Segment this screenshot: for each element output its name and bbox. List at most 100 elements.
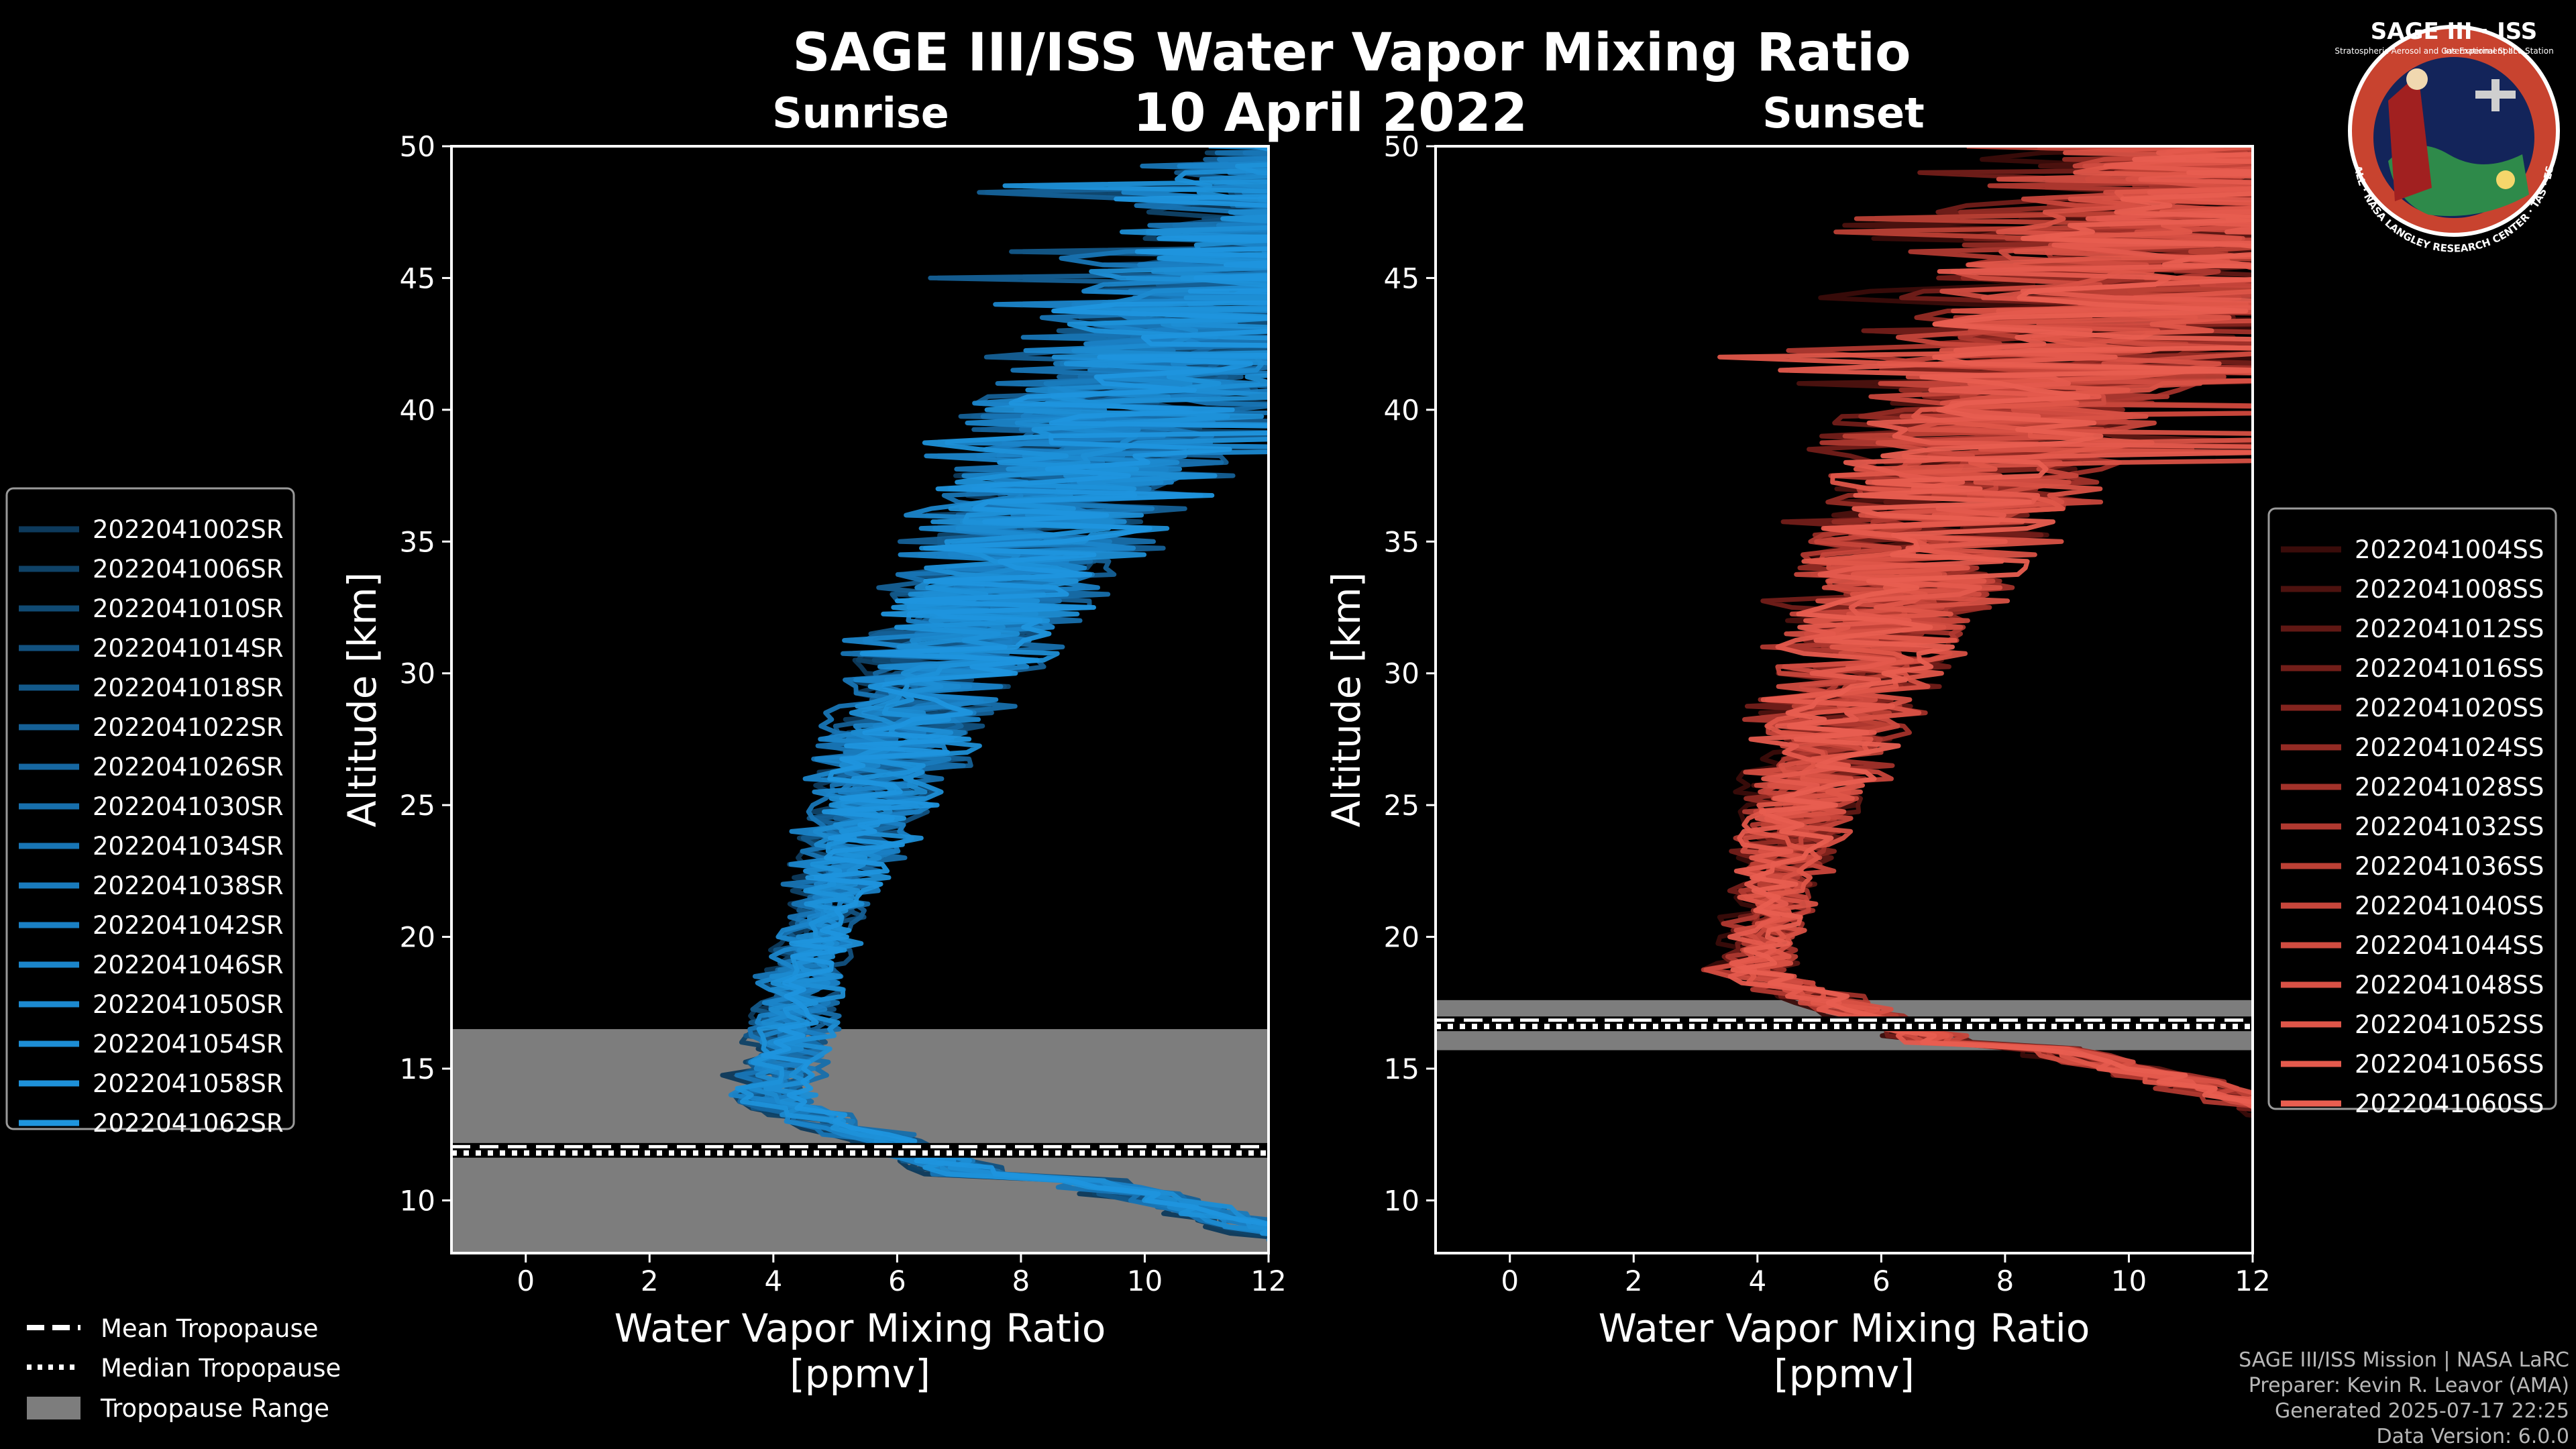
y-tick-label: 30 xyxy=(400,657,435,690)
y-tick-label: 25 xyxy=(400,789,435,822)
x-tick-label: 4 xyxy=(764,1265,782,1297)
footer-credits: SAGE III/ISS Mission | NASA LaRC Prepare… xyxy=(2239,1348,2569,1448)
legend-label-2022041002SR: 2022041002SR xyxy=(93,515,284,544)
footer-preparer: Preparer: Kevin R. Leavor (AMA) xyxy=(2249,1374,2569,1397)
sunset-panel: 0 2 4 6 8 10 12 10 15 20 25 30 35 40 45 50 Altitude [km… xyxy=(1324,130,2271,1397)
legend-label-2022041052SS: 2022041052SS xyxy=(2355,1010,2544,1039)
legend-label-2022041042SR: 2022041042SR xyxy=(93,911,284,940)
footer-generated: Generated 2025-07-17 22:25 xyxy=(2275,1399,2569,1423)
series-line-2022041060SS xyxy=(1730,152,2253,1105)
y-tick-label: 35 xyxy=(1384,525,1419,558)
legend-label-2022041024SS: 2022041024SS xyxy=(2355,733,2544,762)
logo-subtitle-left: Stratospheric Aerosol and Gas Experiment… xyxy=(2334,46,2515,56)
x-tick-label: 0 xyxy=(517,1265,535,1297)
footer-data-version: Data Version: 6.0.0 xyxy=(2377,1425,2569,1448)
x-tick-label: 2 xyxy=(641,1265,659,1297)
y-tick-label: 20 xyxy=(400,921,435,954)
sunset-axes-frame xyxy=(1434,145,2254,1254)
y-tick-label: 40 xyxy=(1384,394,1419,427)
series-line-2022041046SR xyxy=(728,160,1269,1242)
legend-label-2022041012SS: 2022041012SS xyxy=(2355,614,2544,643)
legend-label-2022041048SS: 2022041048SS xyxy=(2355,971,2544,1000)
sunset-xlabel-unit: [ppmv] xyxy=(1774,1351,1915,1397)
x-tick-label: 0 xyxy=(1501,1265,1519,1297)
legend-label-2022041044SS: 2022041044SS xyxy=(2355,931,2544,960)
x-tick-label: 6 xyxy=(888,1265,906,1297)
legend-label-2022041016SS: 2022041016SS xyxy=(2355,654,2544,683)
sunset-ticks: 0 2 4 6 8 10 12 10 15 20 25 30 35 40 45 50 xyxy=(1384,130,2271,1297)
x-tick-label: 12 xyxy=(1250,1265,1286,1297)
legend-label-2022041028SS: 2022041028SS xyxy=(2355,773,2544,802)
footer-mission: SAGE III/ISS Mission | NASA LaRC xyxy=(2239,1348,2569,1372)
x-tick-label: 2 xyxy=(1625,1265,1643,1297)
sunrise-tropopause-lines xyxy=(451,1142,1269,1158)
legend-label-2022041056SS: 2022041056SS xyxy=(2355,1050,2544,1079)
sunrise-series-group xyxy=(720,146,1269,1242)
sunset-xlabel: Water Vapor Mixing Ratio xyxy=(1599,1305,2090,1351)
legend-label-2022041020SS: 2022041020SS xyxy=(2355,694,2544,722)
y-tick-label: 50 xyxy=(400,130,435,163)
main-title: SAGE III/ISS Water Vapor Mixing Ratio xyxy=(792,23,1911,83)
y-tick-label: 10 xyxy=(400,1184,435,1217)
sunrise-xlabel: Water Vapor Mixing Ratio xyxy=(614,1305,1106,1351)
y-tick-label: 40 xyxy=(400,394,435,427)
sunrise-ylabel: Altitude [km] xyxy=(339,572,385,827)
legend-label-2022041008SS: 2022041008SS xyxy=(2355,575,2544,604)
median-tropopause-label: Median Tropopause xyxy=(101,1354,341,1383)
legend-label-2022041004SS: 2022041004SS xyxy=(2355,535,2544,564)
sun-icon xyxy=(2496,170,2515,189)
sunrise-panel: 0 2 4 6 8 10 12 10 15 20 25 30 35 40 45 50 Altitude [km… xyxy=(339,130,1287,1397)
x-tick-label: 6 xyxy=(1872,1265,1890,1297)
y-tick-label: 15 xyxy=(1384,1053,1419,1085)
x-tick-label: 12 xyxy=(2235,1265,2270,1297)
legend-label-2022041030SR: 2022041030SR xyxy=(93,792,284,821)
sunset-series-group xyxy=(1701,146,2253,1118)
series-line-2022041062SR xyxy=(761,146,1269,1227)
legend-label-2022041062SR: 2022041062SR xyxy=(93,1109,284,1138)
y-tick-label: 50 xyxy=(1384,130,1419,163)
legend-label-2022041046SR: 2022041046SR xyxy=(93,951,284,979)
legend-label-2022041038SR: 2022041038SR xyxy=(93,871,284,900)
y-tick-label: 30 xyxy=(1384,657,1419,690)
legend-label-2022041050SR: 2022041050SR xyxy=(93,990,284,1019)
legend-label-2022041036SS: 2022041036SS xyxy=(2355,852,2544,881)
sunset-ylabel: Altitude [km] xyxy=(1324,572,1369,827)
legend-label-2022041014SR: 2022041014SR xyxy=(93,634,284,663)
tropopause-legend: Mean Tropopause Median Tropopause Tropop… xyxy=(27,1314,341,1423)
sunrise-axes-frame xyxy=(450,145,1270,1254)
sunset-legend: 2022041004SS 2022041008SS 2022041012SS 2022… xyxy=(2267,507,2557,1118)
wizard-icon xyxy=(2388,74,2432,201)
series-line-2022041056SS xyxy=(1727,146,2253,1110)
x-tick-label: 8 xyxy=(1012,1265,1030,1297)
logo-subtitle-right: International Space Station xyxy=(2444,46,2553,56)
legend-label-2022041040SS: 2022041040SS xyxy=(2355,892,2544,920)
tropopause-range-swatch xyxy=(27,1397,80,1419)
y-tick-label: 20 xyxy=(1384,921,1419,954)
legend-label-2022041032SS: 2022041032SS xyxy=(2355,812,2544,841)
y-tick-label: 35 xyxy=(400,525,435,558)
x-tick-label: 10 xyxy=(2111,1265,2147,1297)
legend-label-2022041054SR: 2022041054SR xyxy=(93,1030,284,1059)
legend-label-2022041060SS: 2022041060SS xyxy=(2355,1089,2544,1118)
series-line-2022041054SR xyxy=(763,146,1269,1231)
sunset-subtitle: Sunset xyxy=(1762,89,1925,138)
legend-label-2022041006SR: 2022041006SR xyxy=(93,555,284,584)
y-tick-label: 25 xyxy=(1384,789,1419,822)
series-line-2022041058SR xyxy=(735,162,1269,1237)
legend-label-2022041058SR: 2022041058SR xyxy=(93,1069,284,1098)
legend-label-2022041034SR: 2022041034SR xyxy=(93,832,284,861)
x-tick-label: 10 xyxy=(1127,1265,1163,1297)
y-tick-label: 15 xyxy=(400,1053,435,1085)
y-tick-label: 10 xyxy=(1384,1184,1419,1217)
legend-label-2022041010SR: 2022041010SR xyxy=(93,594,284,623)
logo-title: SAGE III · ISS xyxy=(2371,18,2537,45)
sunrise-ticks: 0 2 4 6 8 10 12 10 15 20 25 30 35 40 45 50 xyxy=(400,130,1287,1297)
x-tick-label: 4 xyxy=(1748,1265,1766,1297)
sunrise-subtitle: Sunrise xyxy=(772,89,949,138)
y-tick-label: 45 xyxy=(1384,262,1419,294)
legend-label-2022041018SR: 2022041018SR xyxy=(93,674,284,702)
sunrise-legend: 2022041002SR 2022041006SR 2022041010SR 2022… xyxy=(5,487,295,1138)
sunrise-xlabel-unit: [ppmv] xyxy=(790,1351,930,1397)
mean-tropopause-label: Mean Tropopause xyxy=(101,1314,319,1343)
